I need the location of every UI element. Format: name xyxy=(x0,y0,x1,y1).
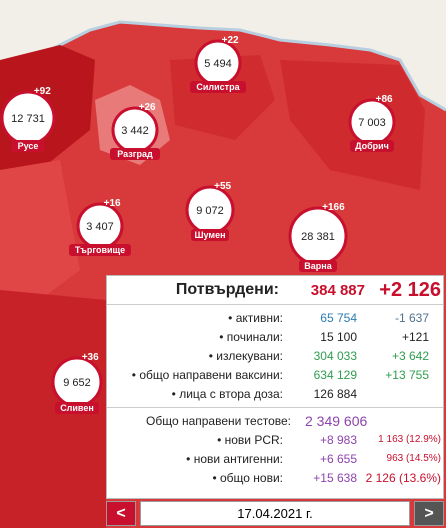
label: • починали: xyxy=(219,329,283,344)
value: +15 638 xyxy=(313,470,357,485)
bubble-new: +55 xyxy=(214,181,231,192)
value: 15 100 xyxy=(320,329,357,344)
positive: 1 163 (12.9%) xyxy=(378,434,441,445)
bubble-total: 28 381 xyxy=(301,231,335,243)
region-label: Варна xyxy=(304,261,332,271)
stat-row: • активни: 65 754 -1 637 xyxy=(107,308,443,327)
date: 17.04.2021 г. xyxy=(140,501,410,526)
label: • излекувани: xyxy=(208,348,283,363)
region-label-box xyxy=(110,148,160,160)
value: 304 033 xyxy=(313,348,357,363)
region-bubble[interactable]: 5 494 +22 Силистра xyxy=(190,35,246,93)
label: • лица с втора доза: xyxy=(171,386,283,401)
region-label-box xyxy=(12,140,44,152)
bubble-total: 5 494 xyxy=(204,58,232,70)
region xyxy=(0,160,80,300)
region-bubble[interactable]: 3 407 +16 Търговище xyxy=(69,198,131,256)
label: • нови PCR: xyxy=(217,432,283,447)
value: 65 754 xyxy=(320,310,357,325)
region-bubble[interactable]: 9 072 +55 Шумен xyxy=(185,181,235,241)
bubble-total: 9 652 xyxy=(63,377,91,389)
change: +3 642 xyxy=(391,348,429,363)
bubble-total: 3 407 xyxy=(86,221,114,233)
positive: 963 (14.5%) xyxy=(386,453,441,464)
label: Потвърдени: xyxy=(175,281,279,298)
change: -1 637 xyxy=(394,310,429,325)
change: +13 755 xyxy=(385,367,429,382)
bubble-new: +86 xyxy=(376,94,393,105)
change: +121 xyxy=(401,329,429,344)
region-bubble[interactable]: 3 442 +26 Разград xyxy=(110,102,160,160)
date-nav: < 17.04.2021 г. > xyxy=(106,501,444,526)
bubble-total: 7 003 xyxy=(358,117,386,129)
rows: • активни: 65 754 -1 637 • починали: 15 100 +… xyxy=(107,308,443,403)
next-button[interactable]: > xyxy=(414,501,444,526)
test-rows: • нови PCR: +8 983 1 163 (12.9%) • нови ант… xyxy=(107,430,443,487)
region xyxy=(0,290,106,528)
region-bubble[interactable]: 9 652 +36 Сливен xyxy=(51,352,103,414)
test-row: • нови антигенни: +6 655 963 (14.5%) xyxy=(107,449,443,468)
value: 126 884 xyxy=(313,386,357,401)
region-bubble[interactable]: 28 381 +166 Варна xyxy=(288,202,348,272)
label: • нови антигенни: xyxy=(186,451,283,466)
bubble-total: 12 731 xyxy=(11,113,45,125)
label: Общо направени тестове: xyxy=(146,413,291,428)
change: +2 126 xyxy=(379,278,441,301)
label: • общо направени ваксини: xyxy=(131,367,283,382)
region-label: Търговище xyxy=(75,245,125,255)
value: 384 887 xyxy=(310,281,365,299)
bubble-new: +26 xyxy=(139,102,156,113)
value: 2 349 606 xyxy=(305,412,368,429)
label: • активни: xyxy=(228,310,283,325)
prev-button[interactable]: < xyxy=(106,501,136,526)
bubble-new: +92 xyxy=(34,86,51,97)
region-label-box xyxy=(190,81,246,93)
label: • общо нови: xyxy=(212,470,283,485)
value: +6 655 xyxy=(319,451,357,466)
region-label-box xyxy=(69,244,131,256)
bubble-new: +22 xyxy=(222,35,239,46)
region-label: Русе xyxy=(18,141,39,151)
test-row: • общо нови: +15 638 2 126 (13.6%) xyxy=(107,468,443,487)
region-label: Разград xyxy=(117,149,153,159)
stat-row: • излекувани: 304 033 +3 642 xyxy=(107,346,443,365)
border-river xyxy=(0,20,446,112)
bubble-total: 9 072 xyxy=(196,205,224,217)
bubble-total: 3 442 xyxy=(121,125,149,137)
region-label: Силистра xyxy=(196,82,240,92)
stat-row: • общо направени ваксини: 634 129 +13 755 xyxy=(107,365,443,384)
region-label: Шумен xyxy=(194,230,225,240)
value: +8 983 xyxy=(319,432,357,447)
positive: 2 126 (13.6%) xyxy=(365,470,441,485)
stats-panel: Потвърдени: 384 887 +2 126 • активни: 65 … xyxy=(106,275,444,499)
region-bubble[interactable]: 12 731 +92 Русе xyxy=(0,86,56,152)
tests-row: Общо направени тестове: 2 349 606 xyxy=(107,407,443,430)
region-label: Добрич xyxy=(355,141,389,151)
region-label-box xyxy=(191,229,229,241)
confirmed-row: Потвърдени: 384 887 +2 126 xyxy=(107,276,443,305)
region-bubble[interactable]: 7 003 +86 Добрич xyxy=(348,94,396,152)
bubble-new: +16 xyxy=(104,198,121,209)
region-label-box xyxy=(55,402,99,414)
region-label-box xyxy=(299,260,337,272)
test-row: • нови PCR: +8 983 1 163 (12.9%) xyxy=(107,430,443,449)
bubble-new: +166 xyxy=(322,202,345,213)
region-label-box xyxy=(350,140,394,152)
stat-row: • починали: 15 100 +121 xyxy=(107,327,443,346)
value: 634 129 xyxy=(313,367,357,382)
region xyxy=(170,55,275,140)
bubble-new: +36 xyxy=(82,352,99,363)
stat-row: • лица с втора доза: 126 884 xyxy=(107,384,443,403)
region-label: Сливен xyxy=(60,403,94,413)
neighbor-land xyxy=(0,0,446,110)
